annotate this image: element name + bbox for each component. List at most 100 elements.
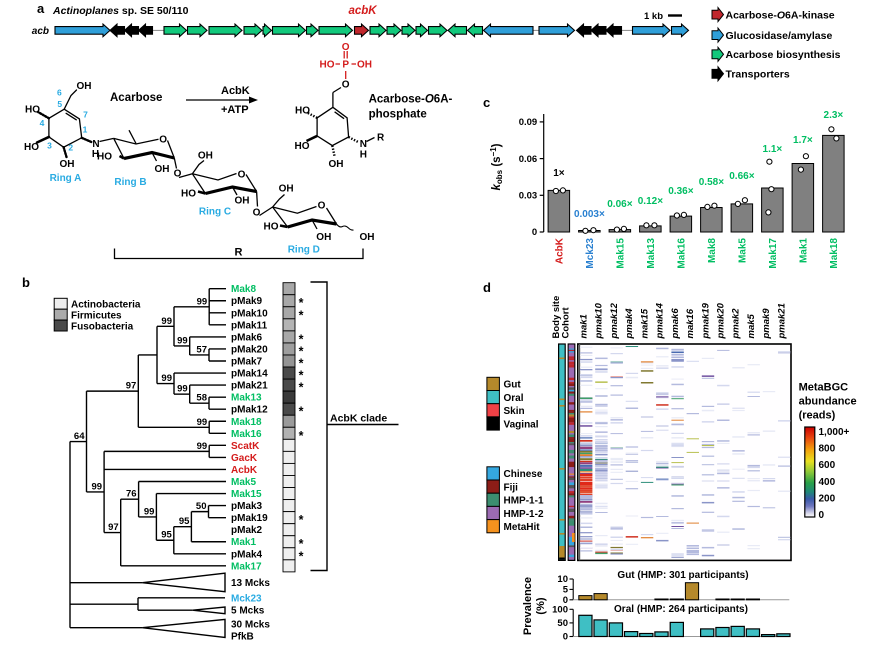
svg-text:76: 76	[126, 489, 137, 500]
svg-text:HMP-1-2: HMP-1-2	[504, 509, 544, 520]
svg-text:AcbK: AcbK	[554, 237, 565, 264]
svg-text:pMak12: pMak12	[231, 405, 268, 416]
svg-text:Transporters: Transporters	[726, 69, 790, 81]
svg-text:OH: OH	[77, 81, 92, 92]
svg-text:Vaginal: Vaginal	[504, 419, 539, 430]
svg-text:99: 99	[197, 417, 208, 428]
svg-text:Skin: Skin	[504, 406, 525, 417]
svg-text:Actinoplanes sp. SE 50/110: Actinoplanes sp. SE 50/110	[52, 5, 189, 17]
svg-text:0.09: 0.09	[519, 117, 538, 128]
svg-text:OH: OH	[155, 164, 170, 175]
svg-text:OH: OH	[279, 184, 294, 195]
svg-text:Mak15: Mak15	[231, 489, 262, 500]
svg-text:PfkB: PfkB	[231, 632, 254, 643]
svg-text:13 Mcks: 13 Mcks	[231, 578, 270, 589]
svg-text:HO: HO	[295, 141, 310, 152]
svg-text:*: *	[299, 369, 304, 383]
svg-text:0.36×: 0.36×	[668, 186, 693, 197]
svg-text:*: *	[299, 429, 304, 443]
svg-text:HO: HO	[97, 152, 112, 163]
svg-text:Acarbose-O6A-: Acarbose-O6A-	[369, 94, 453, 106]
svg-text:0: 0	[563, 632, 568, 643]
svg-text:*: *	[299, 296, 304, 310]
svg-text:95: 95	[179, 516, 190, 527]
svg-text:OH: OH	[60, 159, 75, 170]
svg-text:Mak15: Mak15	[615, 238, 626, 269]
svg-text:Mak13: Mak13	[231, 393, 262, 404]
svg-text:*: *	[299, 537, 304, 551]
svg-text:1×: 1×	[553, 168, 565, 179]
svg-text:99: 99	[177, 335, 188, 346]
svg-text:AcbK clade: AcbK clade	[330, 413, 387, 425]
svg-text:Body site: Body site	[551, 296, 562, 339]
svg-text:*: *	[299, 357, 304, 371]
svg-text:0.12×: 0.12×	[638, 196, 663, 207]
svg-text:pmak12: pmak12	[609, 302, 620, 339]
svg-text:b: b	[22, 275, 30, 290]
svg-text:Ring D: Ring D	[288, 245, 320, 256]
svg-text:50: 50	[196, 501, 207, 512]
svg-text:H: H	[92, 149, 99, 160]
svg-text:OH: OH	[316, 232, 331, 243]
svg-text:*: *	[299, 513, 304, 527]
svg-text:95: 95	[161, 530, 172, 541]
svg-text:Mck23: Mck23	[585, 238, 596, 269]
svg-text:Mak5: Mak5	[231, 477, 256, 488]
svg-text:pMak21: pMak21	[231, 381, 268, 392]
svg-text:3: 3	[47, 141, 52, 151]
svg-text:pmak19: pmak19	[700, 302, 711, 339]
svg-text:OH: OH	[357, 60, 372, 71]
svg-text:1 kb: 1 kb	[644, 11, 663, 22]
svg-text:2: 2	[68, 143, 73, 153]
svg-text:pMak4: pMak4	[231, 549, 263, 560]
svg-text:64: 64	[74, 431, 85, 442]
svg-text:Acarbose: Acarbose	[110, 92, 162, 104]
svg-text:600: 600	[819, 460, 836, 471]
svg-text:Fiji: Fiji	[504, 482, 519, 493]
svg-text:MetaBGC: MetaBGC	[799, 382, 849, 394]
svg-text:0.06: 0.06	[519, 154, 538, 165]
svg-text:0.66×: 0.66×	[729, 171, 754, 182]
svg-text:99: 99	[197, 296, 208, 307]
svg-text:O: O	[342, 80, 350, 91]
svg-text:mak16: mak16	[685, 308, 696, 338]
svg-text:4: 4	[40, 118, 45, 128]
svg-text:pMak6: pMak6	[231, 332, 263, 343]
svg-text:HO: HO	[320, 60, 335, 71]
svg-text:30 Mcks: 30 Mcks	[231, 620, 270, 631]
svg-text:2.3×: 2.3×	[824, 110, 844, 121]
svg-text:Mak16: Mak16	[231, 429, 262, 440]
svg-text:H: H	[360, 150, 367, 161]
svg-text:200: 200	[819, 493, 836, 504]
svg-text:HMP-1-1: HMP-1-1	[504, 496, 544, 507]
svg-text:pMak11: pMak11	[231, 320, 268, 331]
svg-text:N: N	[92, 139, 99, 150]
svg-text:AcbK: AcbK	[221, 85, 250, 97]
svg-text:*: *	[299, 405, 304, 419]
svg-text:R: R	[235, 247, 243, 259]
svg-text:pMak20: pMak20	[231, 344, 268, 355]
svg-text:OH: OH	[329, 159, 344, 170]
svg-text:AcbK: AcbK	[231, 465, 258, 476]
svg-text:Acarbose-O6A-kinase: Acarbose-O6A-kinase	[726, 9, 835, 21]
svg-text:1.1×: 1.1×	[763, 144, 783, 155]
svg-text:*: *	[299, 308, 304, 322]
svg-text:0: 0	[563, 595, 568, 606]
svg-text:Mak18: Mak18	[829, 238, 840, 269]
svg-text:97: 97	[126, 381, 137, 392]
svg-text:Mak1: Mak1	[798, 238, 809, 263]
svg-text:O: O	[318, 201, 326, 212]
svg-text:Actinobacteria: Actinobacteria	[71, 300, 141, 311]
svg-text:0.58×: 0.58×	[699, 177, 724, 188]
svg-text:Oral: Oral	[504, 393, 524, 404]
svg-text:99: 99	[197, 441, 208, 452]
svg-text:HO: HO	[24, 142, 39, 153]
svg-text:O: O	[253, 208, 261, 219]
svg-text:99: 99	[177, 384, 188, 395]
svg-text:O: O	[159, 135, 167, 146]
svg-text:HO: HO	[264, 222, 279, 233]
svg-text:GacK: GacK	[231, 453, 258, 464]
svg-text:5 Mcks: 5 Mcks	[231, 606, 265, 617]
svg-text:HO: HO	[295, 106, 310, 117]
svg-text:d: d	[483, 280, 491, 295]
